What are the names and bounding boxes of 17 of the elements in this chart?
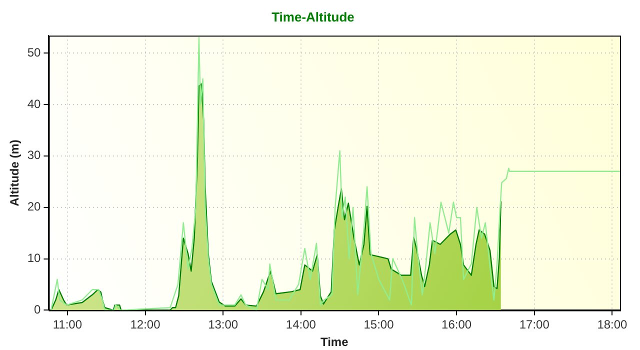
- y-tick-label: 50: [27, 45, 42, 60]
- x-tick-label: 15:00: [364, 318, 394, 332]
- y-tick-label: 40: [27, 96, 42, 111]
- y-tick-label: 10: [27, 251, 42, 266]
- y-axis-title: Altitude (m): [8, 140, 22, 206]
- x-axis-title: Time: [320, 335, 349, 350]
- x-tick-label: 16:00: [442, 318, 472, 332]
- y-tick-label: 0: [34, 302, 42, 317]
- x-tick-label: 17:00: [519, 318, 550, 332]
- x-tick-label: 14:00: [286, 318, 316, 332]
- x-tick-label: 18:00: [597, 318, 628, 332]
- y-tick-label: 30: [27, 148, 42, 162]
- x-tick-label: 12:00: [130, 318, 161, 332]
- chart-title: Time-Altitude: [272, 9, 354, 24]
- y-tick-label: 20: [27, 200, 42, 214]
- x-tick-label: 13:00: [208, 318, 238, 332]
- x-tick-label: 11:00: [52, 318, 82, 332]
